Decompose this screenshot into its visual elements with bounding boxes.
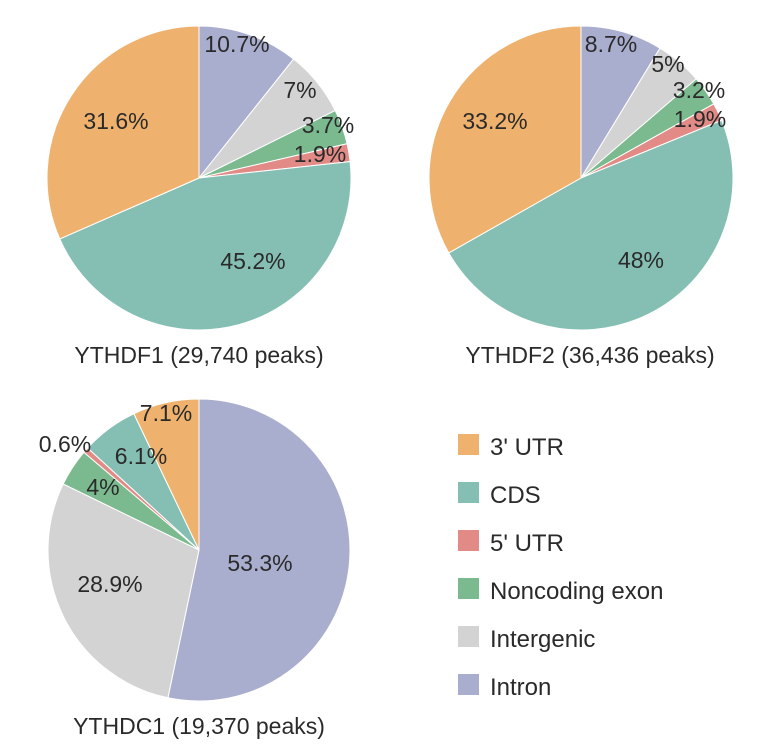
slice-label-noncoding-exon: 4% bbox=[86, 474, 119, 500]
slice-label-5-utr: 1.9% bbox=[674, 106, 726, 132]
pie-title-ythdf2: YTHDF2 (36,436 peaks) bbox=[465, 342, 714, 368]
pie-slice-cds bbox=[59, 161, 352, 331]
pie-title-ythdc1: YTHDC1 (19,370 peaks) bbox=[73, 713, 325, 739]
legend-label-intergenic: Intergenic bbox=[490, 626, 595, 653]
slice-label-5-utr: 1.9% bbox=[294, 141, 346, 167]
pie-ythdf1: 10.7% 7% 3.7% 1.9% 45.2% 31.6% bbox=[46, 25, 354, 331]
slice-label-cds: 45.2% bbox=[220, 248, 285, 274]
pie-slice-cds bbox=[448, 119, 734, 331]
legend-swatch-cds bbox=[458, 482, 479, 503]
pie-slice-3-utr bbox=[133, 398, 200, 551]
pie-slice-intergenic bbox=[47, 483, 200, 699]
slice-label-intron: 53.3% bbox=[227, 550, 292, 576]
slice-label-intergenic: 28.9% bbox=[77, 571, 142, 597]
pie-slice-intron bbox=[580, 25, 661, 180]
legend-swatch-5utr bbox=[458, 530, 479, 551]
slice-label-3-utr: 7.1% bbox=[140, 400, 192, 426]
slice-label-noncoding-exon: 3.7% bbox=[302, 112, 354, 138]
pie-slice-intron bbox=[167, 398, 351, 702]
pie-ythdf2: 8.7% 5%3.2% 1.9% 48% 33.2% bbox=[428, 25, 734, 331]
legend-swatch-intron bbox=[458, 674, 479, 695]
slice-label-3-utr: 31.6% bbox=[83, 108, 148, 134]
legend-label-cds: CDS bbox=[490, 482, 541, 509]
legend-label-3utr: 3' UTR bbox=[490, 434, 564, 461]
legend-swatch-3utr bbox=[458, 434, 479, 455]
pie-slice-intron bbox=[198, 25, 295, 180]
slice-label-3-utr: 33.2% bbox=[462, 108, 527, 134]
legend-label-5utr: 5' UTR bbox=[490, 530, 564, 557]
legend-label-noncoding-exon: Noncoding exon bbox=[490, 578, 663, 605]
slice-label-intron: 10.7% bbox=[204, 31, 269, 57]
pie-title-ythdf1: YTHDF1 (29,740 peaks) bbox=[74, 342, 323, 368]
slice-label-noncoding-exon: 3.2% bbox=[673, 77, 725, 103]
slice-label-intergenic: 5% bbox=[651, 51, 684, 77]
slice-label-intergenic: 7% bbox=[283, 77, 316, 103]
pie-slice-3-utr bbox=[46, 25, 200, 240]
slice-label-cds: 6.1% bbox=[115, 443, 167, 469]
slice-label-intron: 8.7% bbox=[585, 31, 637, 57]
slice-label-cds: 48% bbox=[618, 247, 664, 273]
pie-ythdc1: 53.3% 28.9% 4% 0.6% 6.1% 7.1% bbox=[39, 398, 351, 702]
legend-swatch-intergenic bbox=[458, 626, 479, 647]
legend-swatch-noncoding-exon bbox=[458, 578, 479, 599]
legend: 3' UTR CDS 5' UTR Noncoding exon Interge… bbox=[458, 434, 663, 701]
pie-slice-3-utr bbox=[428, 25, 582, 254]
slice-label-5-utr: 0.6% bbox=[39, 431, 91, 457]
legend-label-intron: Intron bbox=[490, 674, 551, 701]
